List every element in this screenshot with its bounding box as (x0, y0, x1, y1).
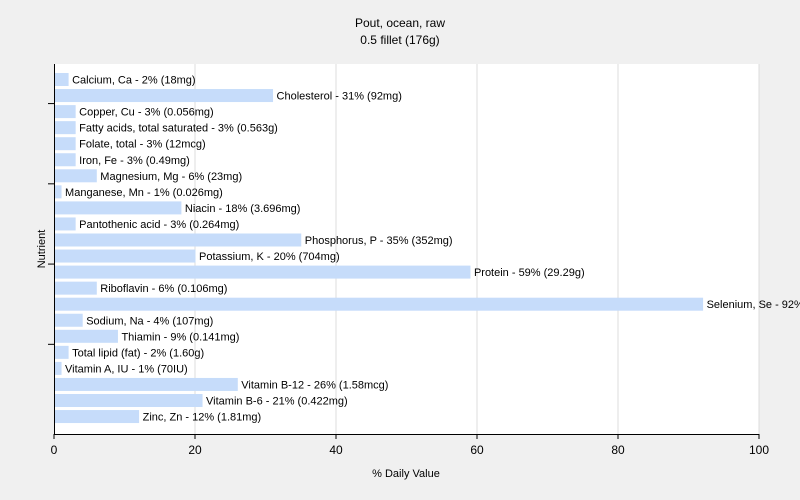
bar (54, 377, 238, 391)
axes (48, 64, 760, 439)
bar-label: Sodium, Na - 4% (107mg) (86, 315, 213, 327)
bar (54, 313, 83, 327)
chart-title: Pout, ocean, raw (355, 16, 445, 30)
x-tick-labels: 0 20 40 60 80 100 (51, 443, 770, 457)
bar-label: Potassium, K - 20% (704mg) (199, 251, 340, 263)
bars (54, 73, 704, 424)
x-axis-label: % Daily Value (372, 468, 440, 480)
bar-labels: Calcium, Ca - 2% (18mg) Cholesterol - 31%… (65, 75, 800, 424)
bar (54, 394, 203, 407)
bar (54, 410, 140, 424)
grid (194, 64, 760, 434)
bar (54, 249, 196, 263)
bar (54, 297, 704, 311)
x-tick-label: 60 (470, 443, 484, 457)
x-tick-label: 100 (749, 443, 769, 457)
y-axis-label: Nutrient (36, 230, 48, 269)
bar (54, 169, 97, 183)
bar (54, 73, 69, 86)
bar-label: Manganese, Mn - 1% (0.026mg) (65, 187, 223, 199)
plot-area (54, 64, 759, 434)
bar (54, 185, 62, 199)
bar-label: Pantothenic acid - 3% (0.264mg) (79, 219, 239, 231)
bar (54, 137, 76, 151)
bar (54, 201, 182, 215)
bar (54, 121, 76, 135)
bar-label: Fatty acids, total saturated - 3% (0.563… (79, 123, 278, 135)
bar-label: Total lipid (fat) - 2% (1.60g) (72, 347, 204, 359)
bar-label: Folate, total - 3% (12mcg) (79, 139, 206, 151)
bar-label: Riboflavin - 6% (0.106mg) (100, 283, 227, 295)
x-tick-label: 40 (329, 443, 343, 457)
bar-label: Iron, Fe - 3% (0.49mg) (79, 155, 190, 167)
chart-subtitle: 0.5 fillet (176g) (360, 33, 439, 47)
bar (54, 345, 69, 359)
bar-label: Zinc, Zn - 12% (1.81mg) (143, 412, 262, 424)
bar-label: Niacin - 18% (3.696mg) (185, 203, 301, 215)
bar-label: Thiamin - 9% (0.141mg) (121, 331, 239, 343)
bar (54, 281, 97, 295)
bar (54, 105, 76, 119)
bar (54, 217, 76, 231)
bar-label: Selenium, Se - 92% (64.2mcg) (707, 299, 800, 311)
x-tick-label: 80 (611, 443, 625, 457)
bar-label: Protein - 59% (29.29g) (474, 267, 585, 279)
bar-label: Vitamin A, IU - 1% (70IU) (65, 363, 188, 375)
bar-label: Magnesium, Mg - 6% (23mg) (100, 171, 242, 183)
bar (54, 89, 274, 103)
bar (54, 153, 76, 167)
bar-label: Calcium, Ca - 2% (18mg) (72, 75, 195, 87)
bar-label: Vitamin B-12 - 26% (1.58mcg) (241, 379, 388, 391)
bar-label: Copper, Cu - 3% (0.056mg) (79, 107, 214, 119)
bar (54, 233, 302, 247)
bar (54, 265, 471, 279)
bar (54, 361, 62, 375)
bar-label: Vitamin B-6 - 21% (0.422mg) (206, 396, 348, 408)
x-tick-label: 0 (51, 443, 58, 457)
bar (54, 329, 118, 343)
bar-label: Cholesterol - 31% (92mg) (277, 91, 402, 103)
bar-label: Phosphorus, P - 35% (352mg) (305, 235, 453, 247)
x-tick-label: 20 (188, 443, 202, 457)
